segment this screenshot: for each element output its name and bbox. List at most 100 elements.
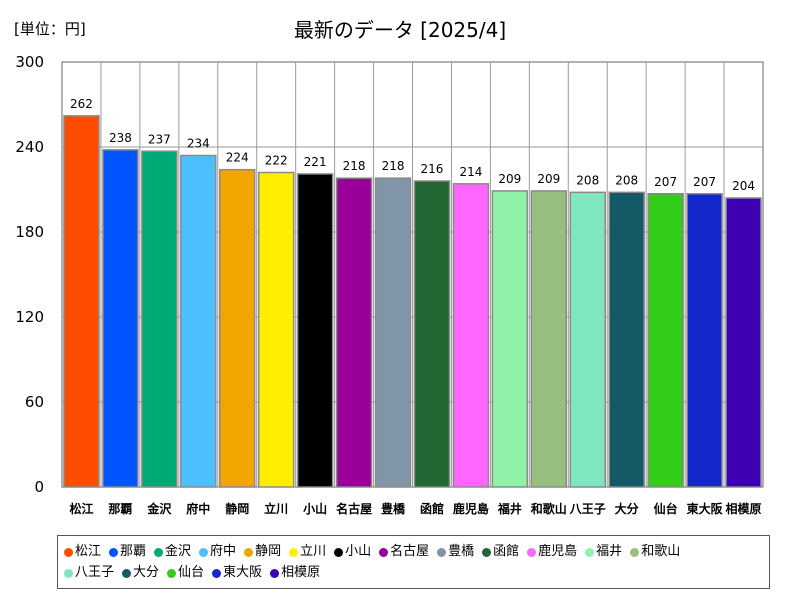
legend-label: 松江 <box>75 544 102 559</box>
x-tick-label: 名古屋 <box>336 501 372 516</box>
legend-marker-icon <box>64 547 73 557</box>
legend-label: 静岡 <box>255 544 282 559</box>
bar <box>686 193 723 488</box>
legend-marker-icon <box>334 547 344 557</box>
y-tick-label: 120 <box>15 308 44 326</box>
legend-item: 大分 <box>122 565 159 581</box>
legend-label: 立川 <box>300 544 327 559</box>
data-label: 207 <box>654 175 677 189</box>
legend-item: 静岡 <box>244 544 281 560</box>
legend-label: 八王子 <box>75 565 115 580</box>
data-label: 222 <box>265 154 288 168</box>
legend-marker-icon <box>289 547 299 557</box>
legend-label: 和歌山 <box>641 544 681 559</box>
data-label: 234 <box>187 137 210 151</box>
data-label: 204 <box>732 179 755 193</box>
bar <box>569 191 606 488</box>
legend-label: 那覇 <box>120 544 147 559</box>
bar <box>608 191 645 488</box>
bar <box>219 168 256 488</box>
bar <box>413 180 451 488</box>
x-tick-label: 大分 <box>615 501 639 516</box>
y-tick-label: 300 <box>15 53 44 71</box>
legend-label: 大分 <box>133 565 160 580</box>
legend-marker-icon <box>527 547 537 557</box>
x-tick-label: 相模原 <box>726 501 762 516</box>
legend-marker-icon <box>270 568 280 578</box>
x-tick-label: 福井 <box>497 501 522 516</box>
x-tick-label: 函館 <box>420 501 444 516</box>
legend-item: 名古屋 <box>379 544 429 560</box>
legend-item: 鹿児島 <box>527 544 577 560</box>
legend-item: 仙台 <box>167 565 204 581</box>
legend-marker-icon <box>585 547 595 557</box>
legend-marker-icon <box>154 547 164 557</box>
legend-item: 府中 <box>199 544 236 560</box>
legend-marker-icon <box>122 568 132 578</box>
data-label: 208 <box>576 173 599 187</box>
legend-label: 東大阪 <box>223 565 263 580</box>
bar <box>725 197 762 488</box>
data-label: 237 <box>148 132 171 146</box>
bar-chart: 0 60 120 180 240 300 262 松江 238 那覇 237 金沢 234 府中 224 静岡… <box>15 53 764 516</box>
legend-item: 東大阪 <box>212 565 262 581</box>
legend-marker-icon <box>64 568 73 578</box>
legend-label: 小山 <box>345 544 372 559</box>
legend-label: 鹿児島 <box>538 544 578 559</box>
chart-title: 最新のデータ [2025/4] <box>293 18 507 42</box>
data-label: 221 <box>304 155 327 169</box>
x-tick-label: 松江 <box>69 501 93 516</box>
legend-item: 豊橋 <box>437 544 474 560</box>
x-tick-label: 和歌山 <box>530 501 567 516</box>
bar <box>296 173 334 488</box>
legend-marker-icon <box>167 568 177 578</box>
legend-item: 松江 <box>64 544 101 560</box>
data-label: 216 <box>421 162 444 176</box>
legend-item: 函館 <box>482 544 519 560</box>
data-label: 224 <box>226 151 249 165</box>
bar <box>647 193 684 488</box>
x-tick-label: 小山 <box>303 501 327 516</box>
bar <box>530 190 568 488</box>
bar <box>491 190 529 488</box>
unit-label: [単位：円] <box>14 20 86 38</box>
legend: 松江 那覇 金沢 府中 静岡 立川 小山 名古屋 豊橋 函館 鹿児島 福井 和歌山 八王子 大分 仙台 東大阪… <box>57 535 770 589</box>
legend-item: 相模原 <box>270 565 320 581</box>
legend-item: 那覇 <box>109 544 146 560</box>
x-tick-label: 立川 <box>264 501 288 516</box>
bar <box>374 177 412 488</box>
data-label: 207 <box>693 175 716 189</box>
x-tick-label: 東大阪 <box>687 501 724 516</box>
legend-marker-icon <box>482 547 492 557</box>
legend-marker-icon <box>437 547 447 557</box>
legend-label: 名古屋 <box>390 544 430 559</box>
legend-marker-icon <box>212 568 222 578</box>
y-tick-label: 0 <box>34 478 44 496</box>
y-tick-label: 180 <box>15 223 44 241</box>
x-tick-label: 那覇 <box>108 502 132 516</box>
bar <box>257 171 295 488</box>
data-label: 214 <box>459 165 482 179</box>
bar <box>141 150 178 488</box>
legend-item: 金沢 <box>154 544 191 560</box>
legend-label: 府中 <box>210 544 237 559</box>
bar <box>452 183 490 488</box>
bar <box>63 115 100 488</box>
x-tick-label: 仙台 <box>654 501 678 516</box>
bar <box>102 149 139 488</box>
legend-marker-icon <box>379 547 389 557</box>
data-label: 209 <box>537 172 560 186</box>
x-tick-label: 府中 <box>186 501 210 516</box>
legend-row: 八王子 大分 仙台 東大阪 相模原 <box>64 565 328 581</box>
legend-label: 仙台 <box>178 565 205 580</box>
legend-label: 福井 <box>596 544 623 559</box>
legend-label: 豊橋 <box>448 544 475 559</box>
legend-row: 松江 那覇 金沢 府中 静岡 立川 小山 名古屋 豊橋 函館 鹿児島 福井 和歌山 <box>64 544 688 560</box>
legend-item: 福井 <box>585 544 622 560</box>
data-label: 218 <box>343 159 366 173</box>
data-label: 262 <box>70 97 93 111</box>
legend-label: 相模原 <box>281 565 321 580</box>
data-label: 208 <box>615 173 638 187</box>
y-tick-label: 60 <box>25 393 44 411</box>
